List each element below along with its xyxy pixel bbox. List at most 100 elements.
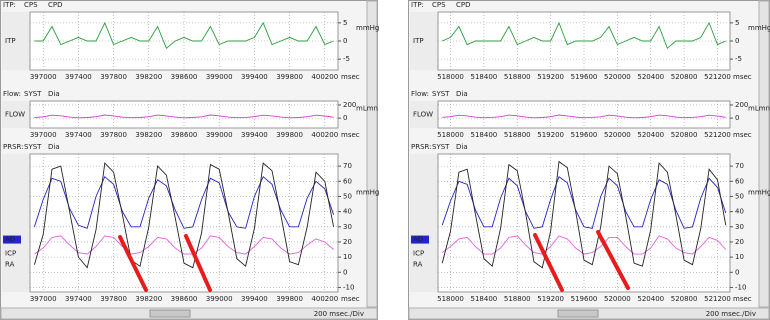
y-tick-label: -10 [735,283,746,291]
x-tick-label: 520800 [671,73,698,81]
x-tick-label: 518000 [437,295,464,303]
x-tick-label: 399800 [276,131,303,139]
trace [34,114,334,119]
x-tick-label: 519200 [537,131,564,139]
trace [33,175,335,229]
x-tick-label: 400200 [311,295,338,303]
y-tick-label: 50 [735,192,744,200]
x-tick-label: 399400 [241,131,268,139]
y-axis-unit: mLmn [356,105,378,113]
x-tick-label: 518800 [504,131,531,139]
label-column [410,101,438,128]
y-tick-label: 0 [343,268,347,276]
channel-label: ICP [413,249,424,257]
scroll-thumb[interactable] [557,309,599,318]
x-tick-label: 399400 [241,73,268,81]
channel-header: Dia [456,90,468,98]
channel-header: Dia [48,90,60,98]
x-tick-label: 397000 [30,131,57,139]
channel-header: PRSR: [411,143,432,151]
y-tick-label: 0 [735,268,739,276]
x-tick-label: 520000 [604,295,631,303]
trace [34,235,334,255]
plot-area [29,100,339,129]
x-tick-label: 520800 [671,295,698,303]
x-tick-label: 398600 [171,73,198,81]
channel-header: CPS [432,1,446,9]
x-tick-label: 518000 [437,73,464,81]
x-axis-unit: msec [733,73,752,81]
channel-tag [411,235,429,244]
y-tick-label: 20 [343,238,352,246]
channel-header: ITP: [411,1,424,9]
channel-header: SYST [432,90,450,98]
x-tick-label: 399000 [206,73,233,81]
annotation-slash [184,234,212,292]
x-tick-label: 398200 [135,131,162,139]
x-axis-unit: msec [341,295,360,303]
y-tick-label: 0 [735,37,739,45]
y-axis-unit: mLmn [748,105,770,113]
channel-label: AO [413,236,424,244]
channel-header: SYST [24,143,42,151]
x-tick-label: 518400 [471,73,498,81]
annotation-slash [596,230,630,290]
channel-label: ITP [413,37,424,45]
channel-label: FLOW [5,111,25,119]
x-tick-label: 521200 [704,295,731,303]
x-tick-label: 398600 [171,295,198,303]
channel-header: SYST [432,143,450,151]
x-tick-label: 520400 [637,295,664,303]
vertical-scrollbar[interactable] [758,0,770,308]
x-tick-label: 397400 [65,295,92,303]
x-tick-label: 520400 [637,73,664,81]
y-tick-label: 40 [735,208,744,216]
y-tick-label: 0 [343,114,347,122]
channel-header: CPS [24,1,38,9]
x-tick-label: 520000 [604,73,631,81]
x-tick-label: 518800 [504,295,531,303]
y-tick-label: 10 [735,253,744,261]
x-tick-label: 397800 [100,131,127,139]
x-tick-label: 521200 [704,73,731,81]
channel-header: CPD [456,1,471,9]
x-tick-label: 519200 [537,73,564,81]
time-scale: 200 msec./Div [314,310,364,318]
annotation-slash [118,235,148,292]
y-tick-label: 0 [343,37,347,45]
y-tick-label: 70 [343,162,352,170]
y-tick-label: -10 [343,283,354,291]
monitor-window: 200 msec./Div ITP: CPS CPD 397000 397400 39780… [0,0,379,320]
y-tick-label: 200 [735,101,748,109]
x-tick-label: 518000 [437,131,464,139]
x-axis-unit: msec [733,131,752,139]
x-tick-label: 400200 [311,73,338,81]
y-tick-label: 200 [343,101,356,109]
channel-header: CPD [48,1,63,9]
y-tick-label: 5 [735,19,739,27]
x-tick-label: 398200 [135,73,162,81]
y-axis-unit: mmHg [356,189,379,197]
x-tick-label: 520000 [604,131,631,139]
channel-header: Dia [456,143,468,151]
y-tick-label: 60 [735,177,744,185]
y-axis-unit: mmHg [748,189,770,197]
channel-header: Flow: [411,90,429,98]
trace [34,21,334,50]
vertical-scrollbar[interactable] [366,0,378,308]
y-tick-label: 60 [343,177,352,185]
x-tick-label: 399400 [241,295,268,303]
trace [441,175,727,229]
y-tick-label: 50 [343,192,352,200]
x-tick-label: 399800 [276,295,303,303]
x-tick-label: 397400 [65,131,92,139]
scroll-thumb[interactable] [149,309,191,318]
plot-area [437,100,731,129]
trace [33,162,335,269]
y-tick-label: -5 [735,55,742,63]
y-tick-label: 30 [735,223,744,231]
channel-tag [3,235,21,244]
x-axis-unit: msec [733,295,752,303]
y-tick-label: 40 [343,208,352,216]
